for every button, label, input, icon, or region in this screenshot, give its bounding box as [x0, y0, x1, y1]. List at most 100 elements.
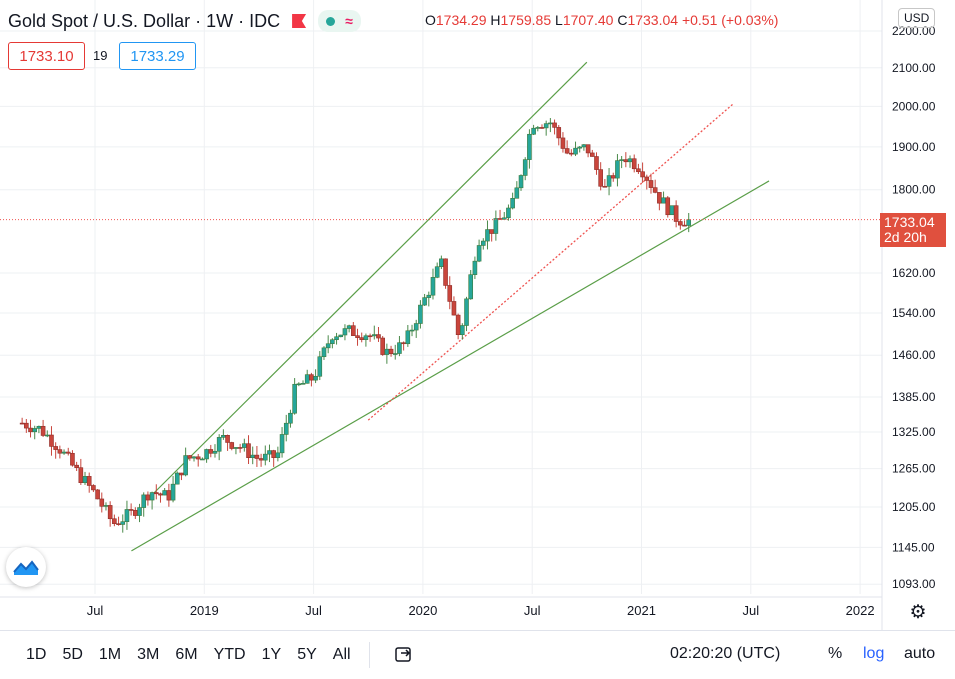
- ask-price-button[interactable]: 1733.29: [119, 42, 196, 70]
- candle-body: [556, 127, 562, 139]
- candle-body: [426, 294, 432, 298]
- candle-body: [24, 422, 29, 429]
- utc-clock[interactable]: 02:20:20 (UTC): [670, 645, 781, 662]
- candle-body: [162, 490, 167, 496]
- candle-body: [288, 412, 293, 424]
- candle-body: [195, 456, 201, 460]
- log-toggle[interactable]: log: [863, 645, 885, 662]
- y-tick-label: 1145.00: [892, 540, 935, 554]
- candle-body: [401, 342, 406, 345]
- candle-body: [610, 175, 616, 179]
- range-button-ytd[interactable]: YTD: [213, 646, 246, 663]
- symbol-header[interactable]: Gold Spot / U.S. Dollar · 1W · IDC ≈: [8, 8, 361, 34]
- candle-body: [313, 375, 318, 381]
- candle-body: [258, 458, 264, 461]
- range-button-5d[interactable]: 5D: [62, 646, 83, 663]
- candle-body: [246, 443, 251, 458]
- candle-body: [91, 485, 96, 491]
- currency-button[interactable]: USD: [898, 8, 936, 28]
- x-tick-label: Jul: [305, 603, 322, 618]
- candle-body: [480, 240, 486, 246]
- candle-body: [392, 353, 398, 355]
- candle-body: [275, 452, 281, 458]
- candle-body: [112, 518, 117, 524]
- y-tick-label: 1325.00: [892, 425, 936, 439]
- candle-body: [413, 323, 419, 331]
- candle-body: [598, 169, 603, 187]
- candle-body: [514, 187, 520, 199]
- candle-body: [648, 180, 654, 188]
- candle-body: [292, 383, 297, 414]
- bar-countdown: 2d 20h: [884, 229, 927, 245]
- gear-icon[interactable]: ⚙: [909, 601, 927, 623]
- low-value: 1707.40: [562, 12, 614, 28]
- candle-body: [74, 464, 79, 468]
- candle-body: [569, 152, 574, 155]
- candle-body: [363, 335, 369, 340]
- candle-body: [183, 455, 188, 476]
- candle-body: [99, 498, 105, 507]
- candle-body: [208, 449, 214, 454]
- candle-body: [397, 342, 402, 354]
- candle-body: [70, 452, 75, 466]
- percent-toggle[interactable]: %: [828, 645, 843, 662]
- candle-body: [464, 298, 469, 326]
- range-button-all[interactable]: All: [332, 646, 351, 663]
- change-value: +0.51 (+0.03%): [681, 12, 779, 28]
- flag-icon[interactable]: [292, 14, 307, 28]
- candle-body: [434, 266, 440, 278]
- x-tick-label: Jul: [524, 603, 541, 618]
- candle-body: [472, 260, 478, 275]
- candle-body: [212, 450, 218, 454]
- candle-body: [317, 356, 323, 377]
- bid-price-button[interactable]: 1733.10: [8, 42, 85, 70]
- indicator-status[interactable]: ≈: [318, 10, 361, 32]
- range-button-1y[interactable]: 1Y: [261, 646, 282, 663]
- candle-body: [200, 458, 205, 461]
- candle-body: [657, 192, 662, 204]
- candle-body: [116, 523, 121, 525]
- y-tick-label: 1385.00: [892, 390, 936, 404]
- candle-body: [371, 334, 377, 337]
- candle-body: [489, 229, 494, 234]
- candle-body: [476, 245, 482, 262]
- candle-body: [627, 158, 633, 163]
- candle-body: [380, 337, 385, 355]
- candle-body: [78, 467, 84, 484]
- x-tick-label: 2021: [627, 603, 656, 618]
- candle-body: [141, 494, 147, 508]
- candle-body: [225, 435, 230, 443]
- candle-body: [321, 347, 327, 358]
- price-chart[interactable]: 2200.002100.002000.001900.001800.001620.…: [0, 0, 955, 630]
- candle-body: [61, 451, 67, 454]
- tradingview-logo-icon[interactable]: [6, 547, 46, 587]
- spread-value: 19: [93, 48, 108, 63]
- candle-body: [522, 159, 528, 176]
- candle-body: [304, 374, 310, 384]
- auto-toggle[interactable]: auto: [904, 645, 936, 662]
- compare-icon[interactable]: [393, 644, 415, 666]
- candle-body: [325, 343, 331, 349]
- y-tick-label: 1205.00: [892, 500, 936, 514]
- candle-body: [673, 205, 679, 222]
- y-tick-label: 1265.00: [892, 462, 936, 476]
- trendline: [149, 61, 588, 498]
- candle-body: [242, 443, 247, 448]
- candle-body: [682, 224, 687, 227]
- candle-body: [191, 456, 197, 459]
- candle-body: [422, 297, 427, 306]
- candle-body: [552, 122, 557, 128]
- candle-body: [250, 454, 256, 458]
- x-tick-label: Jul: [742, 603, 759, 618]
- y-tick-label: 1540.00: [892, 306, 936, 320]
- range-button-5y[interactable]: 5Y: [297, 646, 317, 663]
- range-button-1m[interactable]: 1M: [98, 646, 122, 663]
- range-button-3m[interactable]: 3M: [137, 646, 160, 663]
- candle-body: [309, 374, 314, 381]
- range-button-1d[interactable]: 1D: [26, 646, 47, 663]
- range-button-6m[interactable]: 6M: [175, 646, 198, 663]
- candle-body: [262, 453, 268, 461]
- symbol-title[interactable]: Gold Spot / U.S. Dollar · 1W · IDC: [8, 10, 281, 31]
- close-value: 1733.04: [627, 12, 679, 28]
- candle-body: [564, 148, 570, 154]
